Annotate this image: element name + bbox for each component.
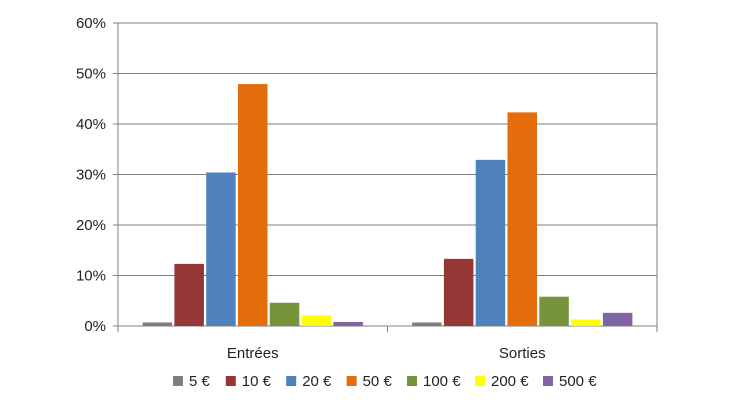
bar	[412, 322, 442, 326]
y-tick-label: 20%	[76, 217, 106, 234]
y-tick-label: 0%	[84, 318, 106, 335]
bar	[443, 258, 474, 326]
bar	[571, 319, 601, 326]
y-tick-label: 60%	[76, 15, 106, 32]
legend-swatch	[173, 376, 183, 386]
y-tick-label: 40%	[76, 116, 106, 133]
y-tick-label: 30%	[76, 167, 106, 184]
legend-swatch	[286, 376, 297, 386]
legend-swatch	[225, 376, 236, 386]
bar	[142, 322, 173, 326]
legend-label: 50 €	[363, 373, 393, 390]
bar	[602, 312, 633, 326]
bar	[238, 84, 268, 326]
legend-label: 5 €	[189, 373, 211, 390]
bar	[174, 263, 204, 326]
bar	[475, 159, 506, 326]
legend-swatch	[346, 376, 357, 386]
y-tick-label: 10%	[76, 268, 106, 285]
bar	[507, 112, 537, 326]
legend-label: 20 €	[302, 373, 332, 390]
legend-label: 100 €	[423, 373, 461, 390]
bar	[539, 296, 569, 326]
x-category-label: Entrées	[227, 345, 279, 362]
legend-swatch	[543, 376, 553, 386]
legend-swatch	[475, 376, 485, 386]
legend-label: 10 €	[242, 373, 272, 390]
legend-label: 200 €	[491, 373, 529, 390]
x-category-label: Sorties	[499, 345, 546, 362]
bar	[269, 302, 300, 326]
y-tick-label: 50%	[76, 66, 106, 83]
bar	[206, 172, 236, 326]
bar	[301, 315, 332, 326]
legend-swatch	[407, 376, 417, 386]
bar	[333, 321, 363, 326]
legend-label: 500 €	[559, 373, 597, 390]
